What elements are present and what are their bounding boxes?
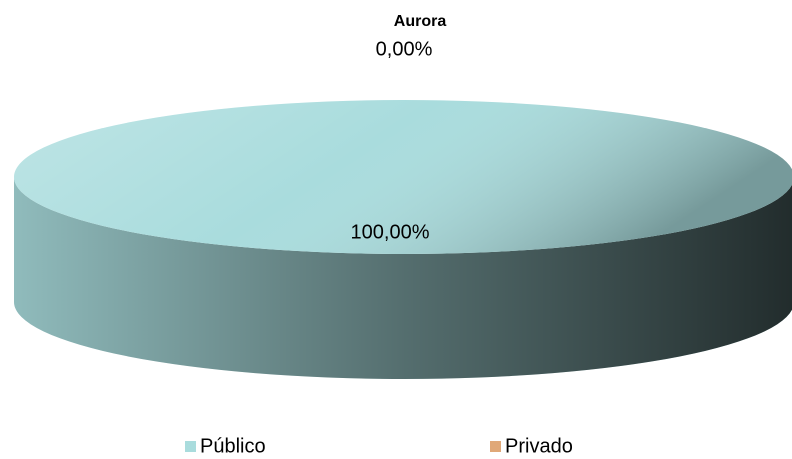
legend-swatch (490, 441, 501, 452)
pie-slice-shade (14, 100, 792, 254)
legend-swatch (185, 441, 196, 452)
pie-side-shade (14, 177, 792, 379)
chart-title: Aurora (394, 13, 447, 30)
legend-label: Público (200, 435, 266, 457)
data-label: 0,00% (376, 38, 433, 60)
data-label: 100,00% (351, 221, 430, 243)
legend-label: Privado (505, 435, 573, 457)
